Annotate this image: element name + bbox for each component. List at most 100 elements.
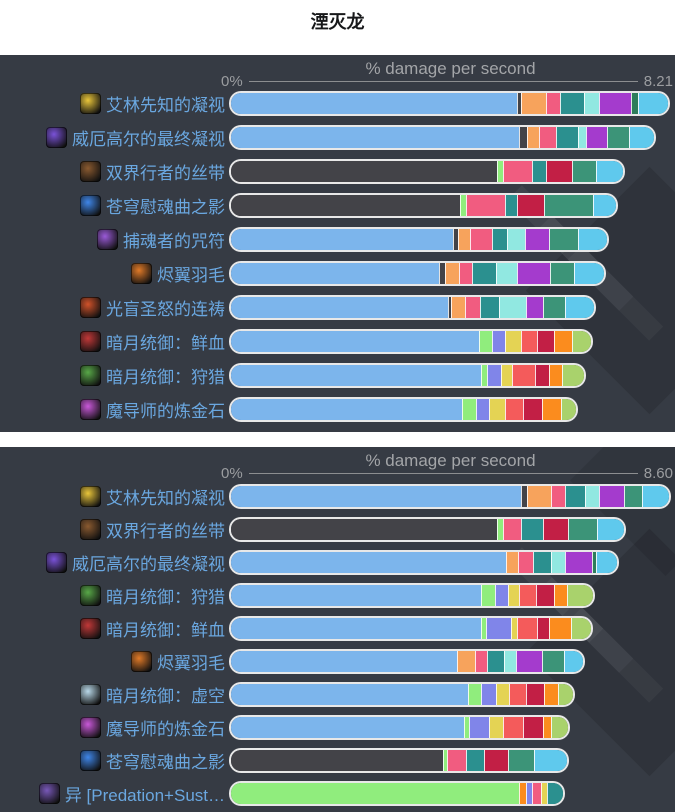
bar-segment-dark[interactable] (439, 262, 445, 284)
bar-segment-cyan[interactable] (596, 160, 624, 182)
bar-segment-seagreen[interactable] (567, 519, 597, 540)
bar-segment-cyan[interactable] (593, 194, 616, 216)
bar-segment-dark[interactable] (521, 486, 527, 507)
bar-segment-pink[interactable] (517, 552, 534, 573)
bar-segment-seagreen[interactable] (549, 262, 574, 284)
bar-segment-aqua[interactable] (584, 486, 600, 507)
bar-segment-orange[interactable] (451, 296, 466, 318)
item-label[interactable]: 苍穹慰魂曲之影 (106, 197, 225, 217)
bar-segment-blue[interactable] (231, 262, 439, 284)
item-label[interactable]: 魔导师的炼金石 (106, 720, 225, 739)
bar-segment-teal[interactable] (486, 651, 504, 672)
stacked-bar[interactable] (231, 651, 584, 672)
requiem-shadow-icon[interactable] (80, 194, 101, 216)
bar-segment-borange[interactable] (554, 330, 572, 352)
bar-segment-salmon[interactable] (504, 398, 523, 420)
stacked-bar[interactable] (231, 519, 624, 540)
bar-segment-lgreen[interactable] (464, 717, 470, 738)
bar-segment-teal[interactable] (533, 552, 551, 573)
bar-segment-blue[interactable] (231, 398, 462, 420)
bar-segment-pink[interactable] (465, 296, 481, 318)
bar-segment-blue[interactable] (231, 684, 468, 705)
worldwalker-ribbon-icon[interactable] (80, 519, 101, 540)
bar-segment-blue[interactable] (231, 585, 482, 606)
bar-segment-purple[interactable] (599, 486, 625, 507)
bar-segment-orange[interactable] (520, 92, 547, 114)
bar-segment-seagreen[interactable] (607, 126, 629, 148)
seer-gaze-icon[interactable] (80, 92, 101, 114)
bar-segment-teal[interactable] (556, 126, 579, 148)
item-label[interactable]: 烬翼羽毛 (157, 265, 225, 285)
bar-segment-ygreen[interactable] (550, 717, 568, 738)
bar-segment-peri[interactable] (487, 364, 502, 386)
emberwing-feather-icon[interactable] (131, 651, 152, 672)
bar-segment-borange[interactable] (553, 585, 567, 606)
item-label[interactable]: 暗月统御：狩猎 (106, 367, 225, 387)
bar-segment-pink[interactable] (447, 750, 466, 771)
bar-segment-lgreen[interactable] (231, 783, 519, 804)
bar-segment-peri[interactable] (486, 618, 512, 639)
bar-segment-salmon[interactable] (518, 585, 536, 606)
bar-segment-ygreen[interactable] (566, 585, 593, 606)
bar-segment-lgreen[interactable] (497, 160, 503, 182)
darkmoon-void-icon[interactable] (80, 684, 101, 705)
bar-segment-pink[interactable] (470, 228, 493, 250)
bar-segment-borange[interactable] (542, 717, 551, 738)
bar-segment-cyan[interactable] (638, 92, 668, 114)
bar-segment-blue[interactable] (231, 552, 507, 573)
bar-segment-blue[interactable] (231, 92, 517, 114)
bar-segment-borange[interactable] (548, 364, 563, 386)
bar-segment-cyan[interactable] (596, 552, 618, 573)
bar-segment-crimson[interactable] (536, 330, 555, 352)
bar-segment-cyan[interactable] (564, 651, 584, 672)
bar-segment-seagreen[interactable] (508, 750, 535, 771)
bar-segment-purple[interactable] (515, 651, 543, 672)
bar-segment-pink[interactable] (551, 486, 566, 507)
stacked-bar[interactable] (231, 552, 618, 573)
bar-segment-yellow[interactable] (511, 618, 517, 639)
bar-segment-cyan[interactable] (573, 262, 605, 284)
bar-segment-dark[interactable] (453, 228, 458, 250)
bar-segment-crimson[interactable] (526, 684, 545, 705)
bar-segment-cyan[interactable] (565, 296, 594, 318)
bar-segment-aqua[interactable] (583, 92, 599, 114)
bar-segment-ygreen[interactable] (562, 364, 585, 386)
bar-segment-orange[interactable] (506, 552, 518, 573)
bar-segment-peri[interactable] (526, 783, 533, 804)
stacked-bar[interactable] (231, 228, 608, 250)
bar-segment-teal[interactable] (480, 296, 499, 318)
bar-segment-yellow[interactable] (489, 398, 505, 420)
alchemist-stone-icon[interactable] (80, 398, 101, 420)
item-label[interactable]: 艾林先知的凝视 (106, 489, 225, 508)
bar-segment-seagreen[interactable] (543, 194, 594, 216)
bar-segment-lgreen[interactable] (442, 750, 448, 771)
bar-segment-dark[interactable] (231, 194, 461, 216)
bar-segment-ygreen[interactable] (571, 618, 592, 639)
emberwing-feather-icon[interactable] (131, 262, 152, 284)
bar-segment-crimson[interactable] (483, 750, 509, 771)
bar-segment-peri[interactable] (476, 398, 490, 420)
bar-segment-purple[interactable] (524, 228, 550, 250)
bar-segment-blue[interactable] (231, 364, 481, 386)
bar-segment-yellow[interactable] (504, 330, 522, 352)
bar-segment-pink[interactable] (459, 262, 473, 284)
bar-segment-pink[interactable] (532, 783, 542, 804)
bar-segment-pink[interactable] (502, 160, 532, 182)
litany-of-wrath-icon[interactable] (80, 296, 101, 318)
bar-segment-borange[interactable] (548, 618, 572, 639)
item-label[interactable]: 暗月统御：狩猎 (106, 588, 225, 607)
bar-segment-teal[interactable] (559, 92, 584, 114)
bar-segment-orange[interactable] (456, 651, 475, 672)
bar-segment-lgreen[interactable] (460, 194, 467, 216)
bar-segment-orange[interactable] (526, 126, 539, 148)
bar-segment-yellow[interactable] (501, 364, 513, 386)
stacked-bar[interactable] (231, 194, 616, 216)
bar-segment-lgreen[interactable] (496, 519, 503, 540)
bar-segment-dark[interactable] (231, 750, 443, 771)
bar-segment-lgreen[interactable] (481, 585, 495, 606)
bar-segment-cyan[interactable] (628, 126, 654, 148)
bar-segment-blue[interactable] (231, 296, 448, 318)
bar-segment-teal[interactable] (531, 160, 547, 182)
bar-segment-crimson[interactable] (535, 585, 554, 606)
bar-segment-peri[interactable] (481, 684, 496, 705)
